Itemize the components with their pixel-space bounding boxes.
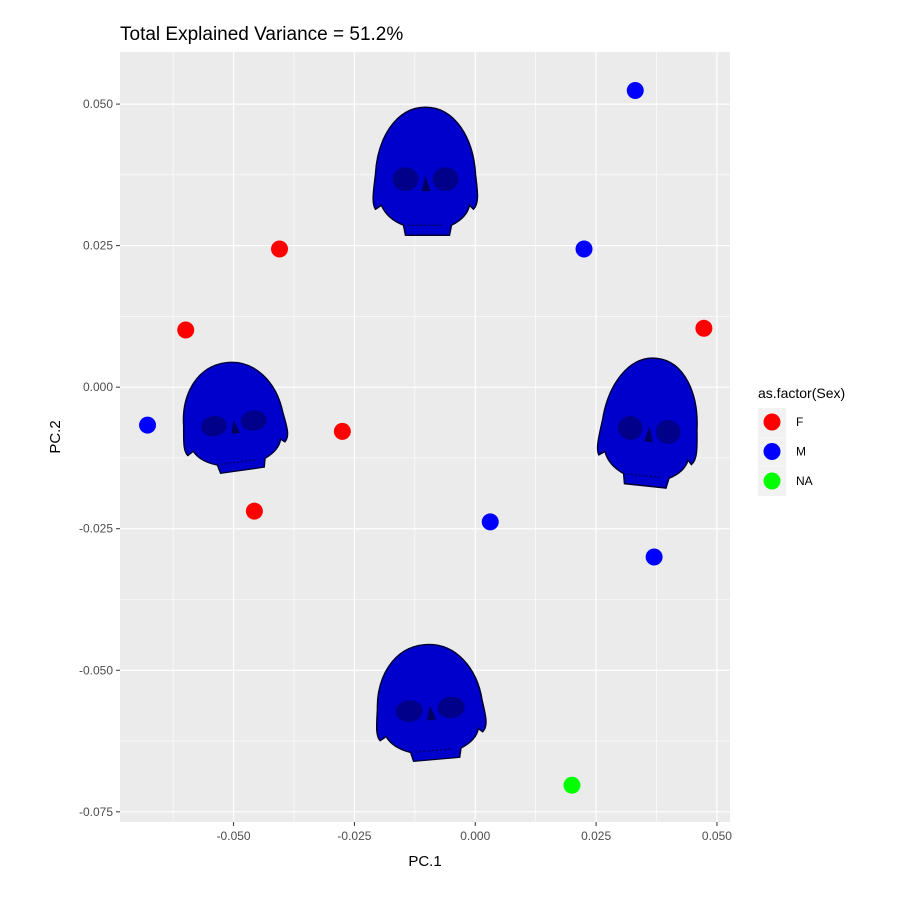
skull-icon bbox=[372, 106, 479, 236]
x-axis-label: PC.1 bbox=[408, 853, 441, 870]
skull-eye-socket bbox=[395, 700, 423, 722]
y-axis-label: PC.2 bbox=[47, 420, 64, 453]
skull-eye-socket bbox=[617, 415, 643, 440]
point-m bbox=[575, 240, 593, 258]
skull-eye-socket bbox=[655, 419, 681, 444]
x-tick-label: -0.050 bbox=[217, 829, 251, 843]
legend-title: as.factor(Sex) bbox=[758, 385, 845, 401]
point-m bbox=[139, 416, 157, 434]
skull-shape bbox=[182, 361, 289, 474]
y-tick-label: 0.000 bbox=[83, 380, 113, 394]
point-f bbox=[271, 240, 289, 258]
chart-title: Total Explained Variance = 51.2% bbox=[120, 24, 403, 45]
point-f bbox=[177, 321, 195, 339]
axes: -0.050 -0.025 0.000 0.025 0.050 0.050 0.025 0.0… bbox=[79, 97, 732, 843]
gridlines bbox=[120, 52, 730, 822]
skull-icon bbox=[182, 361, 289, 474]
skull-eye-socket bbox=[392, 167, 419, 192]
x-tick-label: 0.000 bbox=[460, 829, 490, 843]
legend: as.factor(Sex) F M NA bbox=[758, 385, 845, 496]
skull-shape bbox=[596, 357, 698, 489]
skull-images bbox=[182, 106, 698, 763]
legend-swatch-f bbox=[763, 413, 781, 431]
legend-label: NA bbox=[796, 474, 813, 488]
skull-icon bbox=[596, 357, 698, 489]
legend-swatch-m bbox=[763, 443, 781, 460]
x-tick-label: -0.025 bbox=[337, 829, 371, 843]
skull-eye-socket bbox=[240, 410, 267, 431]
skull-shape bbox=[372, 106, 479, 236]
point-m bbox=[645, 548, 663, 566]
legend-swatch-na bbox=[763, 472, 781, 490]
skull-eye-socket bbox=[437, 696, 465, 719]
x-tick-label: 0.025 bbox=[581, 829, 611, 843]
y-tick-label: 0.025 bbox=[83, 239, 113, 253]
legend-label: M bbox=[796, 445, 806, 459]
point-f bbox=[245, 502, 263, 520]
data-points bbox=[139, 82, 713, 794]
point-m bbox=[481, 513, 499, 531]
skull-nose bbox=[421, 175, 431, 192]
x-tick-label: 0.050 bbox=[702, 829, 732, 843]
y-tick-label: 0.050 bbox=[83, 97, 113, 111]
legend-label: F bbox=[796, 415, 803, 429]
skull-shape bbox=[375, 644, 487, 763]
y-tick-label: -0.025 bbox=[79, 522, 113, 536]
skull-eye-socket bbox=[432, 167, 459, 192]
point-f bbox=[695, 319, 713, 337]
y-tick-label: -0.075 bbox=[79, 805, 113, 819]
y-tick-label: -0.050 bbox=[79, 663, 113, 677]
skull-icon bbox=[375, 644, 487, 763]
point-na bbox=[563, 776, 581, 794]
point-f bbox=[333, 422, 351, 440]
skull-nose bbox=[426, 705, 437, 721]
skull-eye-socket bbox=[201, 415, 227, 437]
skull-nose bbox=[231, 419, 241, 434]
skull-nose bbox=[644, 425, 653, 443]
point-m bbox=[626, 82, 644, 99]
